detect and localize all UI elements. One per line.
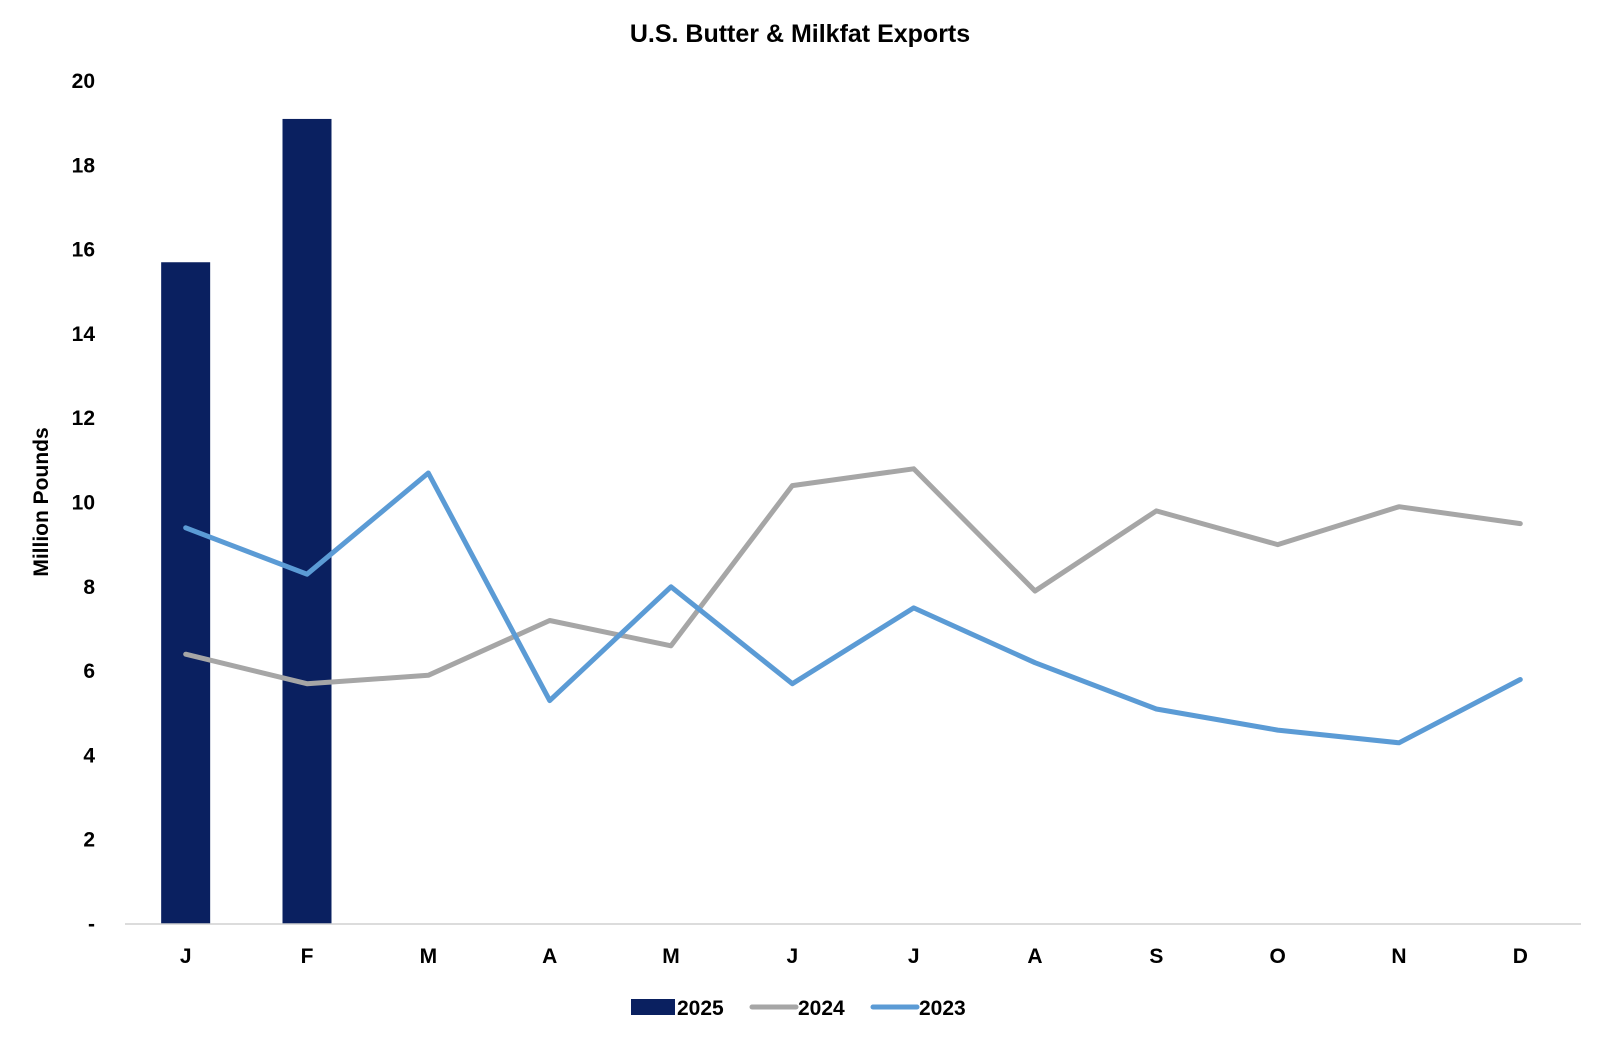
legend-label-2025: 2025 — [677, 997, 724, 1020]
y-axis-title: Million Pounds — [30, 427, 53, 576]
y-tick-label: 2 — [83, 829, 95, 852]
line-series-2023 — [183, 470, 1523, 746]
bar-2025 — [282, 118, 332, 924]
y-tick-label: 18 — [72, 154, 96, 177]
x-tick-label: F — [301, 945, 314, 968]
y-tick-label: 20 — [72, 70, 95, 93]
x-tick-label: J — [908, 945, 920, 968]
y-tick-label: 14 — [72, 323, 96, 346]
y-tick-label: 8 — [83, 576, 95, 599]
legend-swatch-2025 — [631, 999, 675, 1015]
y-tick-label: 10 — [72, 492, 95, 515]
x-tick-label: M — [662, 945, 680, 968]
x-tick-label: J — [786, 945, 798, 968]
line-series-2024 — [183, 466, 1523, 687]
x-tick-label: O — [1269, 945, 1285, 968]
x-tick-label: S — [1149, 945, 1163, 968]
x-tick-label: M — [420, 945, 438, 968]
x-tick-label: N — [1391, 945, 1406, 968]
bar-2025 — [161, 262, 211, 924]
x-tick-label: J — [180, 945, 192, 968]
y-tick-label: 16 — [72, 239, 95, 262]
bar-series-group — [161, 118, 332, 924]
x-tick-label: A — [542, 945, 557, 968]
y-tick-label: 12 — [72, 407, 95, 430]
y-axis-ticks: - 2 4 6 8 10 12 14 16 18 20 — [72, 70, 96, 936]
legend-label-2024: 2024 — [798, 997, 845, 1020]
y-tick-label: 6 — [83, 660, 95, 683]
legend: 2025 2024 2023 — [631, 997, 966, 1020]
y-tick-label: - — [88, 913, 95, 936]
line-series-group — [183, 466, 1523, 746]
x-tick-label: D — [1513, 945, 1528, 968]
x-tick-label: A — [1027, 945, 1042, 968]
chart-title: U.S. Butter & Milkfat Exports — [630, 20, 970, 48]
legend-label-2023: 2023 — [919, 997, 966, 1020]
y-tick-label: 4 — [83, 744, 95, 767]
